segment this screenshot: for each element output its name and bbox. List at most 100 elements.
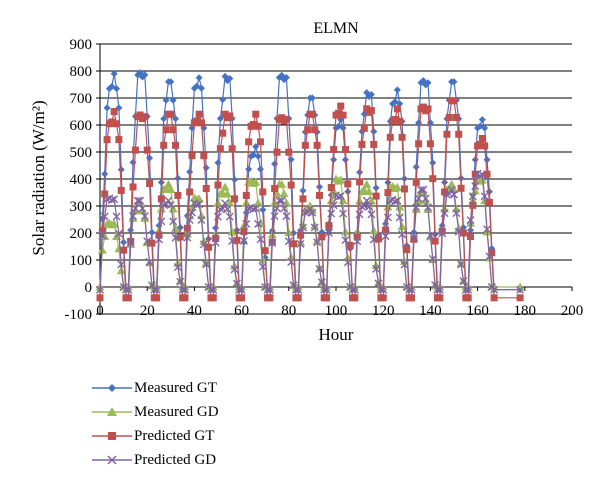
point-3-43 — [197, 216, 206, 225]
legend-label-1: Measured GD — [134, 403, 219, 420]
point-2-74 — [271, 185, 279, 193]
legend-marker-0 — [108, 384, 116, 392]
point-1-30 — [166, 185, 176, 194]
point-3-66 — [251, 204, 260, 213]
point-3-149 — [447, 185, 456, 194]
point-0-50 — [214, 159, 222, 167]
point-3-135 — [414, 194, 423, 203]
point-2-20 — [143, 146, 151, 154]
point-0-99 — [330, 156, 338, 164]
point-3-152 — [454, 227, 463, 236]
series-group — [95, 69, 525, 302]
point-3-121 — [381, 232, 390, 241]
point-3-150 — [450, 190, 458, 199]
point-3-34 — [176, 277, 185, 286]
point-2-120 — [379, 294, 387, 302]
point-2-55 — [226, 112, 234, 120]
point-3-139 — [424, 203, 433, 212]
point-0-9 — [117, 166, 125, 174]
point-2-72 — [266, 294, 274, 302]
point-2-166 — [488, 249, 496, 257]
point-2-85 — [297, 231, 305, 239]
point-3-85 — [296, 239, 305, 248]
point-2-103 — [339, 111, 347, 119]
point-3-19 — [140, 212, 149, 221]
point-3-51 — [216, 205, 225, 214]
y-tick-label-1: 0 — [85, 280, 93, 296]
point-3-31 — [169, 217, 178, 226]
point-0-66 — [252, 143, 260, 151]
point-0-134 — [412, 163, 420, 171]
y-tick-label-9: 800 — [70, 64, 93, 80]
point-1-79 — [281, 198, 291, 207]
point-2-45 — [202, 185, 210, 193]
point-2-3 — [103, 136, 111, 144]
point-2-123 — [386, 133, 394, 141]
point-1-103 — [338, 196, 348, 205]
point-0-103 — [339, 124, 347, 132]
point-3-117 — [372, 264, 381, 273]
point-3-129 — [400, 260, 409, 269]
point-3-16 — [133, 196, 142, 205]
point-3-11 — [121, 285, 130, 294]
point-3-76 — [275, 196, 284, 205]
point-3-140 — [426, 231, 435, 240]
point-2-82 — [290, 240, 298, 248]
point-2-168 — [516, 294, 524, 302]
point-3-14 — [129, 212, 138, 221]
point-0-116 — [370, 127, 378, 135]
point-1-39 — [187, 203, 197, 212]
point-3-69 — [258, 262, 267, 271]
point-2-10 — [120, 246, 128, 254]
point-0-3 — [103, 104, 111, 112]
point-3-79 — [282, 212, 291, 221]
point-1-127 — [395, 202, 405, 211]
point-3-86 — [298, 223, 307, 232]
point-2-19 — [141, 113, 149, 121]
point-2-46 — [205, 243, 213, 251]
point-3-26 — [157, 217, 166, 226]
point-2-116 — [370, 140, 378, 148]
point-2-0 — [96, 294, 104, 302]
point-1-102 — [336, 175, 346, 184]
point-2-105 — [344, 180, 352, 188]
point-3-102 — [336, 192, 345, 201]
point-3-44 — [199, 240, 208, 249]
point-0-30 — [167, 78, 175, 86]
point-1-66 — [251, 177, 261, 186]
chart-title: ELMN — [313, 20, 359, 37]
point-2-153 — [457, 184, 465, 192]
point-2-118 — [374, 235, 382, 243]
point-2-42 — [195, 110, 203, 118]
point-2-154 — [459, 229, 467, 237]
point-0-161 — [476, 122, 484, 130]
x-tick-label-7: 140 — [419, 303, 442, 319]
point-3-67 — [254, 219, 263, 228]
point-0-7 — [113, 85, 121, 93]
point-2-90 — [308, 110, 316, 118]
point-3-15 — [131, 204, 140, 213]
point-1-50 — [213, 198, 223, 207]
point-2-44 — [200, 152, 208, 160]
point-2-43 — [197, 119, 205, 127]
point-1-54 — [222, 189, 232, 198]
point-1-31 — [168, 204, 178, 213]
point-2-26 — [157, 195, 165, 203]
point-0-79 — [282, 73, 290, 81]
point-2-104 — [341, 146, 349, 154]
point-2-108 — [351, 294, 359, 302]
legend-key-2 — [92, 432, 132, 440]
point-2-164 — [483, 170, 491, 178]
point-3-38 — [185, 216, 194, 225]
point-3-153 — [457, 260, 466, 269]
point-2-140 — [426, 140, 434, 148]
point-2-28 — [162, 126, 170, 134]
point-3-109 — [353, 237, 362, 246]
point-3-155 — [461, 285, 470, 294]
point-3-120 — [379, 285, 388, 294]
point-3-81 — [287, 257, 296, 266]
point-3-59 — [235, 285, 244, 294]
point-3-75 — [273, 204, 281, 213]
point-3-53 — [221, 199, 230, 208]
